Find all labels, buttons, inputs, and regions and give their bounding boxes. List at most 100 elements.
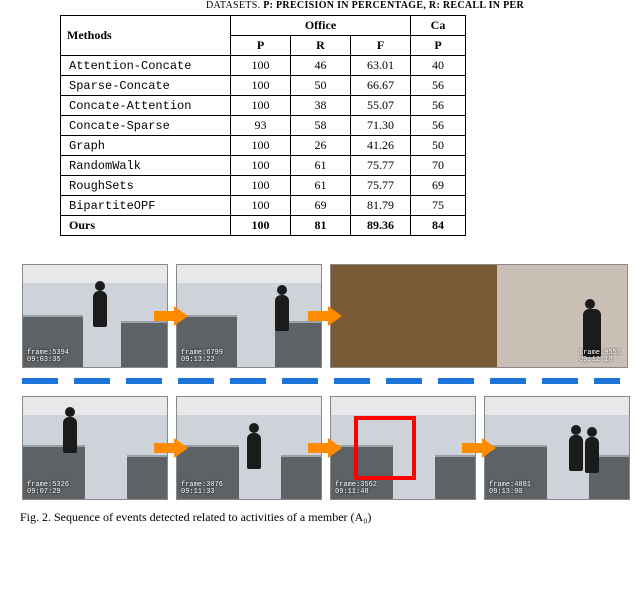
f-cell: 75.77 <box>351 176 411 196</box>
p2-cell: 75 <box>411 196 466 216</box>
timestamp: frame:5326 09:07:29 <box>27 482 69 497</box>
r-cell: 58 <box>291 116 351 136</box>
cubicle <box>281 455 321 499</box>
group-office: Office <box>231 16 411 36</box>
timestamp: frame:4881 09:13:00 <box>489 482 531 497</box>
ceiling <box>331 397 475 415</box>
frame-wrap: frame:4881 09:13:00 <box>484 396 630 500</box>
r-cell: 69 <box>291 196 351 216</box>
p2-cell: 70 <box>411 156 466 176</box>
r-cell: 26 <box>291 136 351 156</box>
bottom-strip: frame:5326 09:07:29 frame:3076 09:11:33 <box>22 396 620 500</box>
method-cell: Attention-Concate <box>61 56 231 76</box>
timestamp: frame:5394 09:03:35 <box>27 350 69 365</box>
caption-rest: P: PRECISION IN PERCENTAGE, R: RECALL IN… <box>263 0 524 11</box>
r-cell: 81 <box>291 216 351 236</box>
r-cell: 50 <box>291 76 351 96</box>
arrow-icon <box>154 438 188 458</box>
col-f: F <box>351 36 411 56</box>
table-row: Attention-Concate1004663.0140 <box>61 56 466 76</box>
ts-time: 09:13:00 <box>489 488 523 496</box>
method-cell: Graph <box>61 136 231 156</box>
video-frame: frame:5326 09:07:29 <box>22 396 168 500</box>
f-cell: 75.77 <box>351 156 411 176</box>
method-cell: BipartiteOPF <box>61 196 231 216</box>
figure-area: frame:5394 09:03:35 frame:6799 09:13:22 <box>22 264 620 500</box>
ts-time: 09:03:35 <box>27 356 61 364</box>
p-cell: 100 <box>231 56 291 76</box>
arrow-icon <box>462 438 496 458</box>
r-cell: 61 <box>291 156 351 176</box>
table-row: Sparse-Concate1005066.6756 <box>61 76 466 96</box>
person <box>247 433 261 469</box>
p2-cell: 56 <box>411 116 466 136</box>
timestamp: frame:3076 09:11:33 <box>181 482 223 497</box>
r-cell: 38 <box>291 96 351 116</box>
person <box>93 291 107 327</box>
ceiling <box>485 397 629 415</box>
cubicle <box>121 321 167 367</box>
method-cell: Concate-Attention <box>61 96 231 116</box>
dashed-divider <box>22 378 620 384</box>
ceiling <box>23 397 167 415</box>
p2-cell: 50 <box>411 136 466 156</box>
video-frame: frame:3076 09:11:33 <box>176 396 322 500</box>
group-ca: Ca <box>411 16 466 36</box>
table-row: RandomWalk1006175.7770 <box>61 156 466 176</box>
top-strip: frame:5394 09:03:35 frame:6799 09:13:22 <box>22 264 620 368</box>
door-panel <box>331 265 497 367</box>
p-cell: 100 <box>231 196 291 216</box>
f-cell: 41.26 <box>351 136 411 156</box>
ceiling <box>177 265 321 283</box>
video-frame: frame:6799 09:13:22 <box>176 264 322 368</box>
f-cell: 89.36 <box>351 216 411 236</box>
p-cell: 100 <box>231 136 291 156</box>
r-cell: 46 <box>291 56 351 76</box>
timestamp: frame:9551 09:12:18 <box>579 350 621 365</box>
table-caption: DATASETS. P: PRECISION IN PERCENTAGE, R:… <box>0 0 640 11</box>
table-row: BipartiteOPF1006981.7975 <box>61 196 466 216</box>
arrow-icon <box>308 438 342 458</box>
frame-wrap: frame:5326 09:07:29 <box>22 396 168 500</box>
person <box>569 435 583 471</box>
method-cell: RoughSets <box>61 176 231 196</box>
p-cell: 100 <box>231 76 291 96</box>
f-cell: 81.79 <box>351 196 411 216</box>
col-r: R <box>291 36 351 56</box>
p-cell: 100 <box>231 156 291 176</box>
method-cell: Concate-Sparse <box>61 116 231 136</box>
col-p2: P <box>411 36 466 56</box>
arrow-icon <box>308 306 342 326</box>
method-cell: Ours <box>61 216 231 236</box>
person <box>585 437 599 473</box>
f-cell: 66.67 <box>351 76 411 96</box>
p2-cell: 40 <box>411 56 466 76</box>
p-cell: 93 <box>231 116 291 136</box>
ts-time: 09:13:22 <box>181 356 215 364</box>
p2-cell: 84 <box>411 216 466 236</box>
video-frame-large: frame:9551 09:12:18 <box>330 264 628 368</box>
video-frame: frame:5394 09:03:35 <box>22 264 168 368</box>
ts-time: 09:11:48 <box>335 488 369 496</box>
ceiling <box>177 397 321 415</box>
p-cell: 100 <box>231 176 291 196</box>
caption-prefix: DATASETS. <box>206 0 260 11</box>
figure-caption: Fig. 2. Sequence of events detected rela… <box>20 510 640 525</box>
methods-header: Methods <box>61 16 231 56</box>
method-cell: RandomWalk <box>61 156 231 176</box>
p2-cell: 56 <box>411 76 466 96</box>
ts-time: 09:12:18 <box>579 356 613 364</box>
video-frame: frame:4881 09:13:00 <box>484 396 630 500</box>
person <box>63 417 77 453</box>
ts-time: 09:07:29 <box>27 488 61 496</box>
ts-time: 09:11:33 <box>181 488 215 496</box>
r-cell: 61 <box>291 176 351 196</box>
frame-wrap: frame:6799 09:13:22 <box>176 264 322 368</box>
p-cell: 100 <box>231 96 291 116</box>
table-header-groups: Methods Office Ca <box>61 16 466 36</box>
p2-cell: 69 <box>411 176 466 196</box>
results-table: Methods Office Ca P R F P Attention-Conc… <box>60 15 466 236</box>
ceiling <box>23 265 167 283</box>
f-cell: 55.07 <box>351 96 411 116</box>
p2-cell: 56 <box>411 96 466 116</box>
